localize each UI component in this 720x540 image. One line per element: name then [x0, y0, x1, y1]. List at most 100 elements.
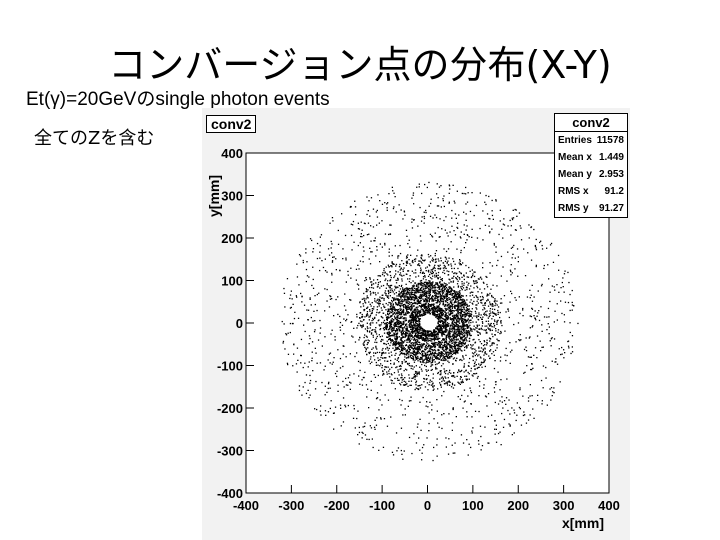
scatter-point	[316, 257, 319, 260]
scatter-point	[411, 293, 413, 295]
scatter-point	[404, 336, 406, 338]
scatter-point	[441, 376, 444, 378]
scatter-point	[426, 437, 428, 439]
scatter-point	[460, 312, 462, 314]
scatter-point	[432, 257, 434, 259]
scatter-point	[401, 326, 403, 329]
scatter-point	[416, 300, 418, 302]
scatter-point	[429, 350, 432, 353]
scatter-point	[429, 282, 431, 284]
scatter-point	[484, 351, 486, 354]
scatter-point	[414, 269, 417, 271]
scatter-point	[397, 343, 399, 345]
scatter-point	[402, 309, 405, 311]
scatter-point	[490, 312, 492, 314]
scatter-point	[466, 333, 468, 335]
scatter-point	[444, 300, 446, 302]
scatter-point	[415, 381, 417, 384]
scatter-point	[405, 305, 407, 307]
slide-subtitle: Et(γ)=20GeVのsingle photon events	[26, 89, 330, 110]
scatter-point	[486, 286, 489, 288]
scatter-point	[399, 272, 402, 274]
scatter-point	[363, 340, 366, 342]
scatter-point	[424, 287, 427, 289]
scatter-point	[420, 256, 422, 259]
scatter-point	[456, 345, 458, 347]
scatter-point	[415, 372, 417, 374]
scatter-point	[382, 312, 385, 314]
scatter-point	[442, 333, 444, 335]
scatter-point	[378, 299, 381, 301]
scatter-point	[319, 269, 321, 272]
scatter-point	[373, 279, 375, 281]
scatter-point	[421, 295, 423, 297]
scatter-point	[429, 340, 432, 342]
scatter-point	[432, 342, 434, 344]
scatter-point	[404, 377, 406, 379]
scatter-point	[442, 309, 445, 312]
scatter-point	[447, 334, 449, 336]
scatter-point	[450, 265, 453, 267]
scatter-point	[383, 323, 386, 325]
scatter-point	[406, 293, 408, 295]
scatter-point	[458, 348, 461, 350]
scatter-point	[562, 286, 564, 288]
scatter-point	[463, 389, 466, 391]
scatter-point	[461, 344, 463, 346]
scatter-point	[401, 315, 403, 318]
scatter-point	[425, 267, 427, 269]
scatter-point	[444, 355, 446, 358]
scatter-point	[434, 346, 436, 349]
scatter-point	[481, 292, 483, 294]
scatter-point	[417, 326, 419, 328]
scatter-point	[442, 338, 444, 341]
scatter-point	[410, 299, 412, 301]
scatter-point	[440, 355, 442, 357]
scatter-point	[457, 344, 459, 346]
scatter-point	[402, 331, 404, 334]
scatter-point	[405, 328, 408, 331]
scatter-point	[384, 292, 386, 294]
scatter-point	[443, 356, 445, 359]
scatter-point	[361, 325, 363, 327]
scatter-point	[372, 347, 374, 349]
scatter-point	[430, 289, 432, 291]
scatter-point	[445, 325, 448, 327]
scatter-point	[432, 377, 434, 379]
scatter-point	[408, 353, 410, 355]
scatter-point	[444, 372, 447, 375]
scatter-point	[286, 278, 289, 280]
scatter-point	[465, 309, 467, 311]
scatter-point	[416, 328, 418, 330]
scatter-point	[386, 327, 388, 329]
scatter-point	[457, 334, 459, 336]
scatter-point	[489, 314, 491, 317]
scatter-point	[393, 293, 396, 295]
scatter-point	[411, 357, 413, 359]
scatter-point	[359, 337, 361, 339]
scatter-point	[406, 260, 408, 262]
scatter-point	[417, 344, 419, 346]
scatter-point	[420, 361, 422, 363]
scatter-point	[465, 306, 468, 308]
scatter-point	[435, 366, 437, 369]
scatter-point	[400, 338, 402, 340]
scatter-point	[410, 314, 412, 316]
scatter-point	[419, 314, 421, 317]
scatter-point	[429, 334, 431, 336]
scatter-point	[447, 291, 449, 293]
scatter-point	[414, 302, 416, 305]
scatter-point	[417, 275, 420, 277]
scatter-point	[413, 316, 415, 318]
scatter-point	[464, 301, 466, 303]
scatter-point	[435, 307, 437, 309]
scatter-point	[477, 302, 479, 304]
scatter-point	[421, 291, 424, 293]
scatter-point	[401, 330, 403, 333]
scatter-point	[458, 262, 460, 264]
scatter-point	[393, 343, 395, 345]
scatter-point	[384, 394, 386, 396]
scatter-point	[453, 341, 456, 343]
scatter-point	[401, 321, 403, 323]
scatter-point	[532, 325, 534, 327]
